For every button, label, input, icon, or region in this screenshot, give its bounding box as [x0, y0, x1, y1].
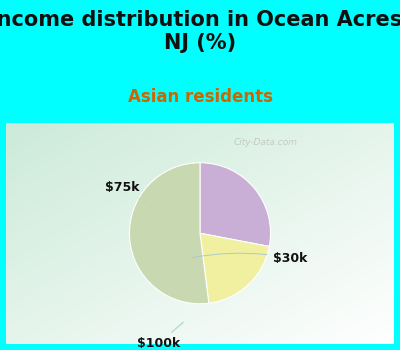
Text: $75k: $75k [104, 181, 152, 207]
Text: $100k: $100k [137, 322, 183, 350]
Text: Asian residents: Asian residents [128, 88, 272, 106]
Wedge shape [130, 163, 209, 304]
Wedge shape [200, 233, 269, 303]
Text: City-Data.com: City-Data.com [234, 138, 298, 147]
Text: $30k: $30k [192, 252, 307, 265]
Text: Income distribution in Ocean Acres,
NJ (%): Income distribution in Ocean Acres, NJ (… [0, 10, 400, 53]
Wedge shape [200, 163, 270, 246]
